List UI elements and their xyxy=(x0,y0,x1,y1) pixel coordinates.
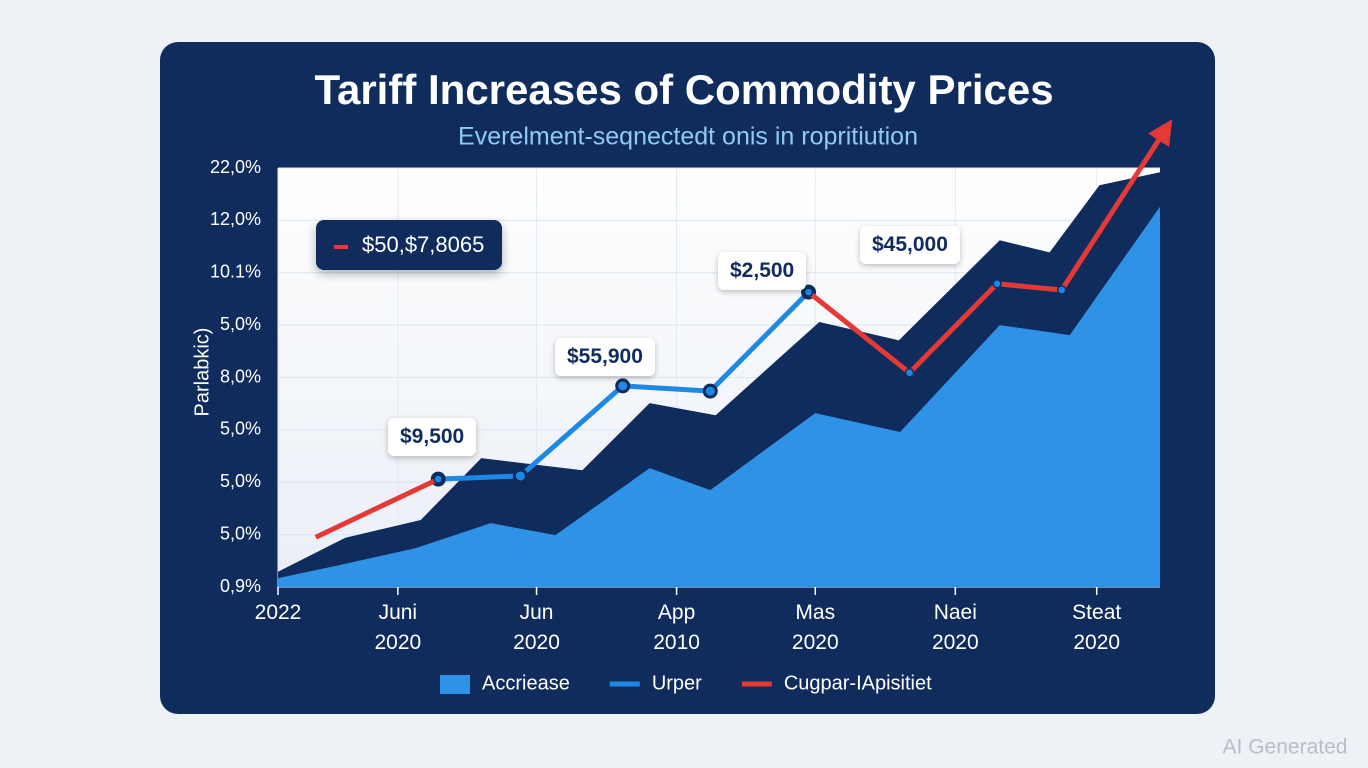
chart-title: Tariff Increases of Commodity Prices xyxy=(314,66,1053,113)
y-tick-label: 10.1% xyxy=(210,262,261,282)
y-tick-label: 5,0% xyxy=(220,419,261,439)
annotation: $55,900 xyxy=(555,338,655,376)
x-tick-label: Mas 2020 xyxy=(791,601,839,654)
point xyxy=(992,278,1002,289)
x-tick-label: Juni 2020 xyxy=(374,601,422,654)
point xyxy=(1056,285,1067,295)
chart-subtitle: Everelment-seqnectedt onis in ropritiuti… xyxy=(458,123,918,151)
y-tick-label: 0,9% xyxy=(220,576,261,596)
y-tick-label: 8,0% xyxy=(220,366,261,386)
annotation: $45,000 xyxy=(860,226,960,264)
point xyxy=(615,378,631,394)
x-tick-label: App 2010 xyxy=(653,601,700,654)
annotation: $9,500 xyxy=(388,418,477,456)
y-tick-label: 5,0% xyxy=(220,314,261,334)
point xyxy=(904,368,915,378)
legend-label: Accriease xyxy=(482,672,570,694)
watermark: AI Generated xyxy=(1223,736,1348,759)
legend-label: Cugpar-IApisitiet xyxy=(784,672,932,694)
point xyxy=(702,383,718,399)
x-tick-label: Steat 2020 xyxy=(1072,601,1122,654)
y-tick-label: 22,0% xyxy=(210,157,261,177)
x-tick-label: 2022 xyxy=(254,601,302,624)
y-tick-label: 5,0% xyxy=(220,471,261,491)
point xyxy=(803,287,814,297)
annotation: $2,500 xyxy=(718,252,807,290)
y-axis-label: Parlabkic) xyxy=(191,328,213,417)
area xyxy=(278,206,1160,587)
point xyxy=(512,468,528,484)
legend-swatch xyxy=(440,675,470,694)
y-tick-label: 12,0% xyxy=(210,209,261,229)
legend-label: Urper xyxy=(652,672,702,694)
point xyxy=(433,474,443,484)
y-tick-label: 5,0% xyxy=(220,523,261,543)
x-tick-label: Jun 2020 xyxy=(513,601,560,654)
annotation: $50,$7,8065 xyxy=(316,220,503,270)
x-tick-label: Naei 2020 xyxy=(931,601,979,654)
